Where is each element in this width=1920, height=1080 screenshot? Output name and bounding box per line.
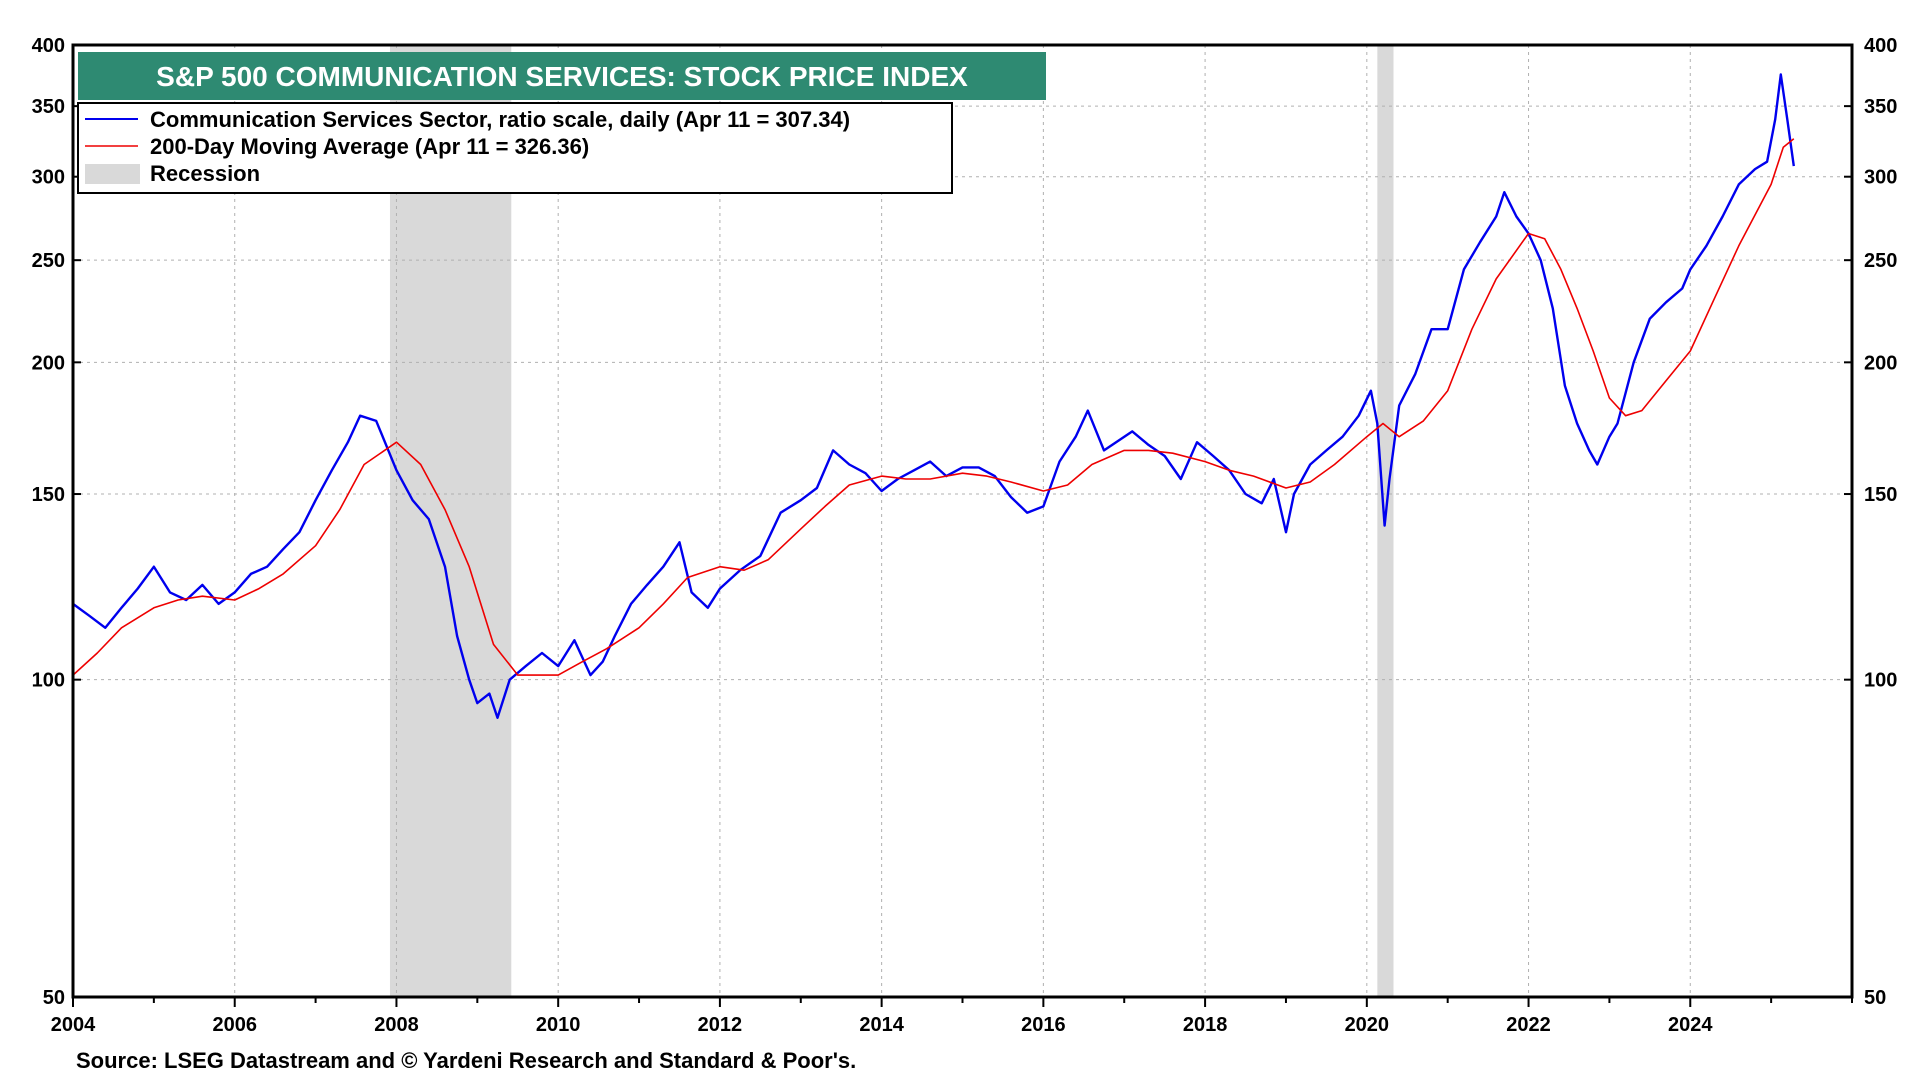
y-tick-label-right-150: 150 [1864,484,1897,506]
y-tick-label-left-100: 100 [32,670,65,692]
x-tick-label-2024: 2024 [1668,1014,1713,1036]
x-tick-label-2018: 2018 [1183,1014,1228,1036]
y-tick-label-right-350: 350 [1864,96,1897,118]
series-lines [72,73,1795,719]
y-tick-label-left-300: 300 [32,167,65,189]
legend-swatch-recession [85,164,140,184]
x-tick-label-2014: 2014 [859,1014,904,1036]
legend: Communication Services Sector, ratio sca… [77,102,953,194]
legend-label-sector: Communication Services Sector, ratio sca… [150,107,850,132]
y-tick-label-right-100: 100 [1864,670,1897,692]
x-tick-label-2012: 2012 [698,1014,743,1036]
y-tick-label-left-250: 250 [32,250,65,272]
x-tick-label-2004: 2004 [51,1014,96,1036]
x-axis-ticks: 2004 2006 2008 2010 2012 2014 2016 2018 2020 2022… [51,997,1853,1036]
y-tick-label-left-50: 50 [43,987,65,1009]
series-line-communication-services [72,73,1795,719]
series-line-200-day-moving-average [72,138,1795,676]
y-tick-label-left-350: 350 [32,96,65,118]
legend-label-moving-average: 200-Day Moving Average (Apr 11 = 326.36) [150,134,589,159]
y-tick-label-left-200: 200 [32,352,65,374]
chart-title: S&P 500 COMMUNICATION SERVICES: STOCK PR… [156,61,968,92]
legend-box [77,102,953,194]
y-tick-label-right-400: 400 [1864,35,1897,57]
x-tick-label-2010: 2010 [536,1014,581,1036]
y-tick-label-right-250: 250 [1864,250,1897,272]
y-tick-label-right-300: 300 [1864,167,1897,189]
y-tick-label-right-50: 50 [1864,987,1886,1009]
legend-label-recession: Recession [150,161,260,186]
y-tick-label-left-400: 400 [32,35,65,57]
x-tick-label-2020: 2020 [1345,1014,1390,1036]
y-tick-label-left-150: 150 [32,484,65,506]
y-axis-ticks: 50 50 100 100 150 150 200 200 250 250 300 300 350 350… [32,35,1898,1009]
title-background [78,52,1046,100]
x-tick-label-2016: 2016 [1021,1014,1066,1036]
y-tick-label-right-200: 200 [1864,352,1897,374]
title-box: S&P 500 COMMUNICATION SERVICES: STOCK PR… [78,52,1046,100]
source-note: Source: LSEG Datastream and © Yardeni Re… [76,1048,856,1073]
x-tick-label-2006: 2006 [212,1014,257,1036]
x-tick-label-2008: 2008 [374,1014,419,1036]
x-tick-label-2022: 2022 [1506,1014,1551,1036]
